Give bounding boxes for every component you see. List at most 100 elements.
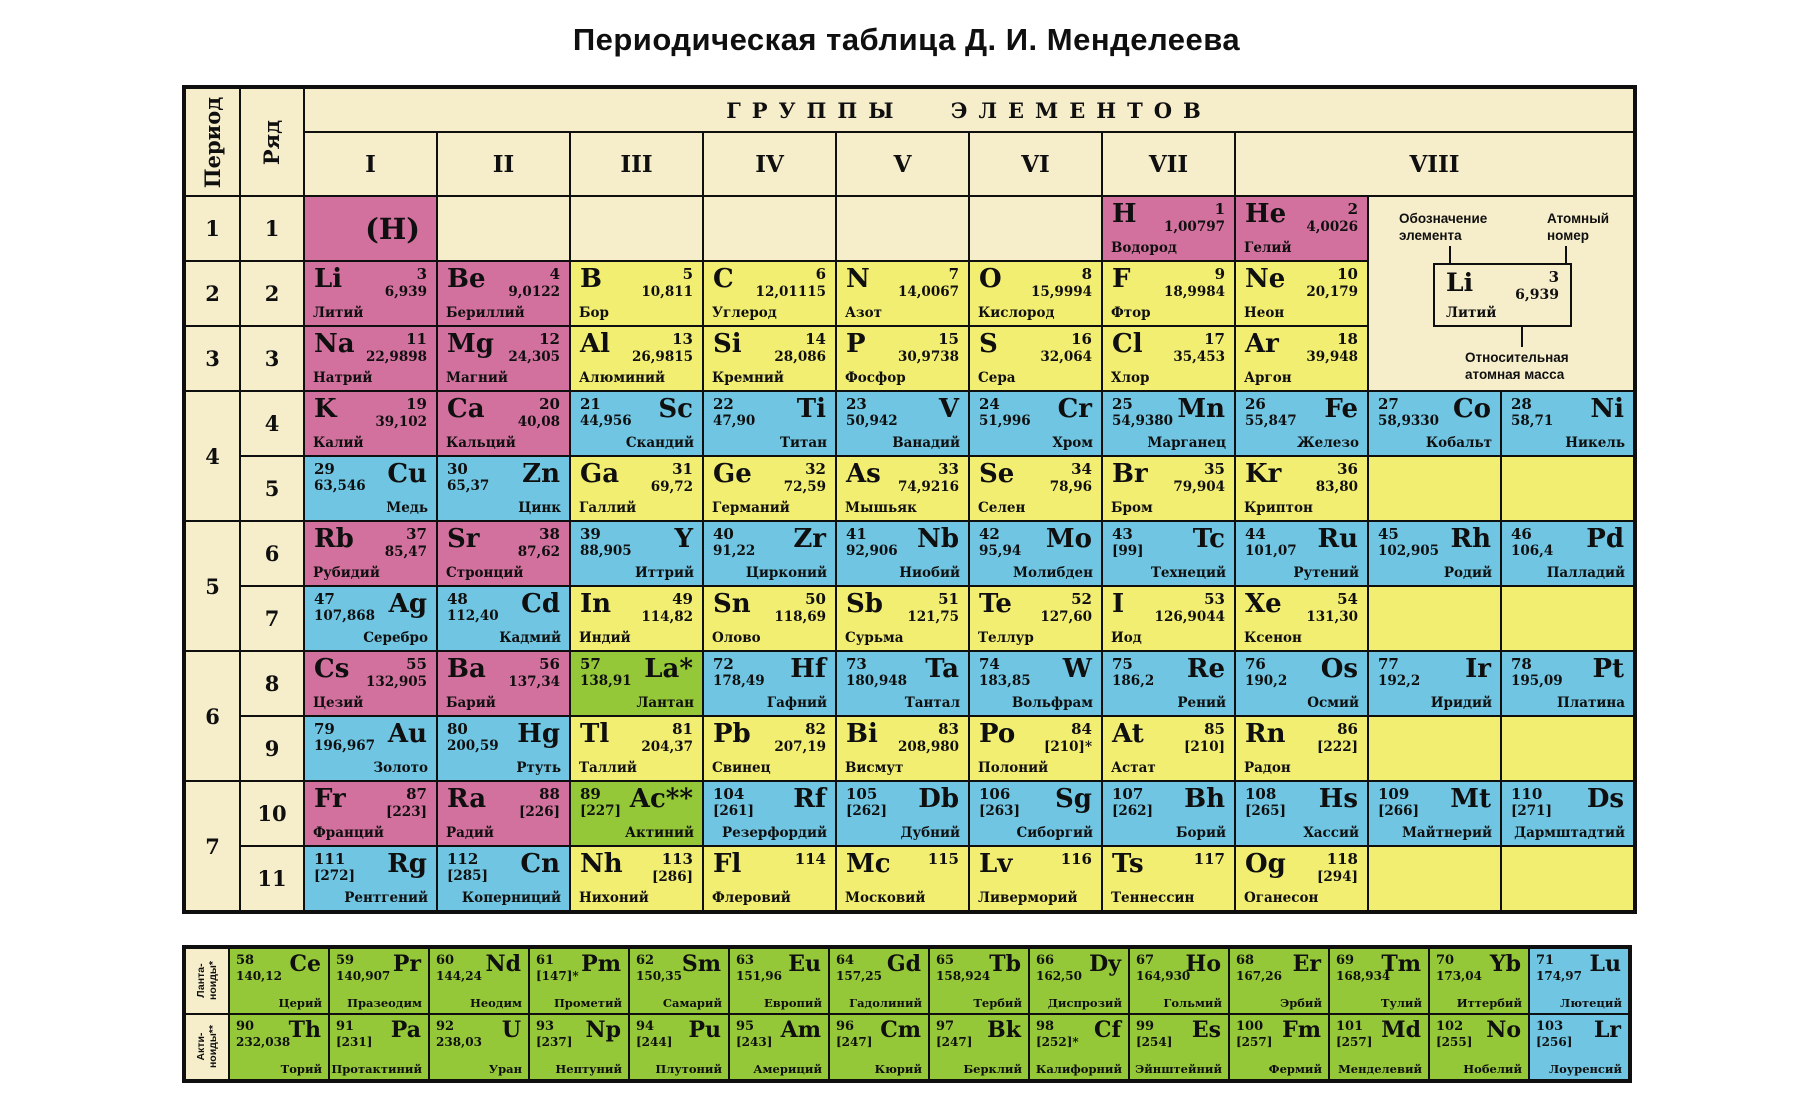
atomic-mass: 174,97 [1536, 969, 1582, 983]
atomic-mass: 26,9815 [631, 349, 693, 365]
element-symbol: No [1486, 1017, 1521, 1043]
atomic-mass: 58,71 [1511, 413, 1554, 429]
atomic-number: 87 [406, 785, 427, 803]
row-number-9: 9 [240, 716, 304, 781]
atomic-mass: 39,948 [1306, 349, 1358, 365]
element-symbol: (H) [365, 211, 420, 246]
element-cell-Sg: Sg 106 [263] Сиборгий [969, 781, 1102, 846]
element-name: Селен [978, 499, 1026, 516]
element-cell-Sr: Sr 38 87,62 Стронций [437, 521, 570, 586]
atomic-number: 58 [236, 953, 255, 968]
atomic-number: 104 [713, 785, 745, 803]
groups-banner: ГРУППЫ ЭЛЕМЕНТОВ [304, 88, 1634, 132]
element-symbol: Li [314, 264, 343, 294]
atomic-number: 80 [447, 720, 468, 738]
element-symbol: U [501, 1017, 521, 1043]
period-6: 6 [185, 651, 240, 781]
element-symbol: Fr [314, 784, 346, 814]
element-symbol: Y [674, 524, 693, 554]
element-name: Фермий [1268, 1061, 1322, 1076]
atomic-number: 18 [1337, 330, 1358, 348]
atomic-mass: 207,19 [774, 739, 826, 755]
element-symbol: Po [979, 719, 1016, 749]
atomic-mass: [262] [846, 803, 887, 819]
element-symbol: Sb [846, 589, 883, 619]
element-name: Хассий [1303, 824, 1359, 841]
element-cell-Pm: Pm 61 [147]* Прометий [529, 948, 629, 1014]
atomic-number: 35 [1204, 460, 1225, 478]
atomic-number: 75 [1112, 655, 1133, 673]
atomic-number: 64 [836, 953, 855, 968]
atomic-number: 51 [938, 590, 959, 608]
atomic-mass: 195,09 [1511, 673, 1563, 689]
atomic-mass: [261] [713, 803, 754, 819]
element-cell-Y: Y 39 88,905 Иттрий [570, 521, 703, 586]
element-name: Неодим [469, 995, 522, 1010]
element-symbol: La* [644, 654, 693, 684]
element-symbol: Ds [1586, 784, 1624, 814]
element-name: Хлор [1111, 369, 1150, 386]
atomic-number: 96 [836, 1019, 855, 1034]
element-symbol: Cn [520, 849, 560, 879]
atomic-number: 90 [236, 1019, 255, 1034]
element-name: Кислород [978, 304, 1055, 321]
element-symbol: Np [585, 1017, 622, 1043]
atomic-mass: 47,90 [713, 413, 756, 429]
empty-cell [1368, 456, 1501, 521]
element-name: Платина [1556, 694, 1625, 711]
atomic-mass: [272] [314, 868, 355, 884]
element-cell-Eu: Eu 63 151,96 Европий [729, 948, 829, 1014]
element-cell-Nb: Nb 41 92,906 Ниобий [836, 521, 969, 586]
element-symbol: Ru [1317, 524, 1358, 554]
element-name: Кюрий [874, 1061, 922, 1076]
element-name: Эйнштейний [1135, 1061, 1222, 1076]
atomic-mass: 12,01115 [755, 284, 826, 300]
element-name: Флеровий [712, 889, 791, 906]
element-name: Дубний [900, 824, 960, 841]
group-header-II: II [437, 132, 570, 196]
element-cell-Au: Au 79 196,967 Золото [304, 716, 437, 781]
atomic-number: 49 [672, 590, 693, 608]
element-name: Нобелий [1463, 1061, 1522, 1076]
atomic-number: 102 [1436, 1019, 1464, 1034]
atomic-number: 59 [336, 953, 355, 968]
atomic-mass: [210] [1184, 739, 1225, 755]
atomic-number: 1 [1214, 200, 1225, 218]
atomic-number: 8 [1081, 265, 1092, 283]
element-cell-As: As 33 74,9216 Мышьяк [836, 456, 969, 521]
atomic-mass: 102,905 [1378, 543, 1440, 559]
element-symbol: Te [979, 589, 1012, 619]
atomic-number: 82 [805, 720, 826, 738]
element-name: Радон [1244, 759, 1291, 776]
atomic-number: 15 [938, 330, 959, 348]
element-name: Рентгений [344, 889, 428, 906]
row-number-2: 2 [240, 261, 304, 326]
element-name: Молибден [1013, 564, 1093, 581]
element-cell-Sn: Sn 50 118,69 Олово [703, 586, 836, 651]
atomic-number: 117 [1193, 850, 1225, 868]
group-header-VI: VI [969, 132, 1102, 196]
atomic-number: 108 [1245, 785, 1277, 803]
atomic-mass: 144,24 [436, 969, 482, 983]
element-cell-Pu: Pu 94 [244] Плутоний [629, 1014, 729, 1080]
atomic-mass: 54,9380 [1112, 413, 1174, 429]
atomic-number: 70 [1436, 953, 1455, 968]
atomic-number: 74 [979, 655, 1000, 673]
element-name: Цезий [313, 694, 364, 711]
element-name: Америций [753, 1061, 822, 1076]
element-cell-S: S 16 32,064 Сера [969, 326, 1102, 391]
element-symbol: Rg [387, 849, 427, 879]
element-symbol: Ac** [629, 784, 693, 814]
atomic-number: 73 [846, 655, 867, 673]
element-name: Торий [280, 1061, 322, 1076]
element-symbol: Ir [1465, 654, 1491, 684]
page-title: Периодическая таблица Д. И. Менделеева [572, 22, 1241, 57]
element-name: Углерод [712, 304, 777, 321]
element-cell-Si: Si 14 28,086 Кремний [703, 326, 836, 391]
element-name: Эрбий [1280, 995, 1322, 1010]
atomic-number: 118 [1326, 850, 1358, 868]
element-cell-Te: Te 52 127,60 Теллур [969, 586, 1102, 651]
atomic-number: 54 [1337, 590, 1358, 608]
element-name: Церий [278, 995, 322, 1010]
atomic-number: 23 [846, 395, 867, 413]
